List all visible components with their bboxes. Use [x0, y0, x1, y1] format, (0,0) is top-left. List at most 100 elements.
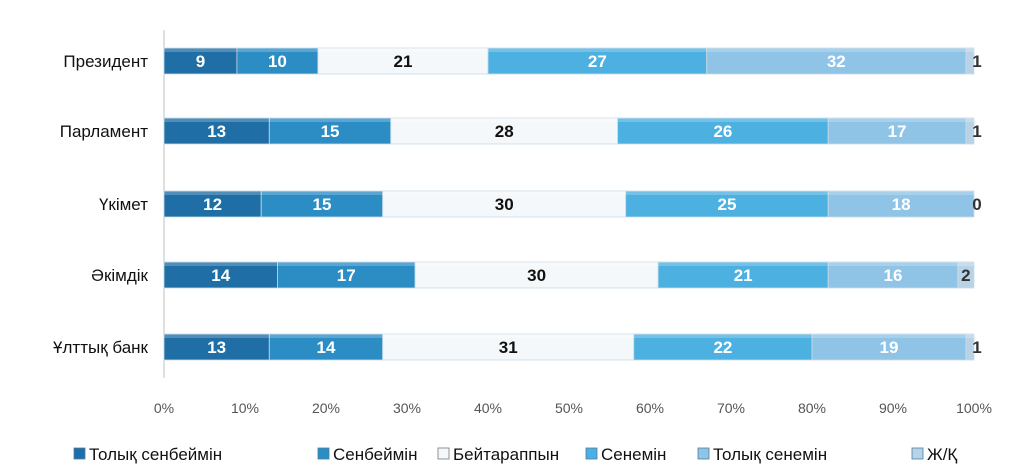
- bar-segment: [625, 190, 829, 218]
- bar-segment: [268, 333, 384, 361]
- bar-segment: [811, 333, 967, 361]
- bar-highlight: [164, 262, 278, 266]
- data-label: 1: [972, 52, 981, 71]
- bar-highlight: [828, 118, 966, 122]
- bar-highlight: [828, 262, 958, 266]
- category-label: Президент: [63, 52, 148, 71]
- bar-highlight: [957, 262, 974, 266]
- x-tick-label: 40%: [474, 400, 502, 416]
- bar-segment: [827, 190, 975, 218]
- bar-highlight: [965, 334, 974, 338]
- legend-swatch: [697, 447, 710, 460]
- bar-segment: [965, 117, 975, 145]
- bar-segment: [827, 261, 959, 289]
- x-tick-label: 0%: [154, 400, 174, 416]
- bar-highlight: [965, 118, 974, 122]
- legend-label: Сенбеймін: [333, 445, 417, 464]
- x-tick-label: 10%: [231, 400, 259, 416]
- bar-highlight: [706, 48, 966, 52]
- data-label: 2: [961, 266, 970, 285]
- bar-segment: [260, 190, 384, 218]
- data-label: 21: [393, 52, 412, 71]
- bar-highlight: [382, 334, 634, 338]
- bar-segment: [163, 261, 278, 289]
- bar-segment: [827, 117, 967, 145]
- bar-highlight: [164, 334, 270, 338]
- x-tick-label: 80%: [798, 400, 826, 416]
- bar-highlight: [658, 262, 829, 266]
- bar-highlight: [382, 191, 626, 195]
- bar-segment: [965, 47, 975, 75]
- x-tick-label: 50%: [555, 400, 583, 416]
- data-label: 13: [207, 338, 226, 357]
- data-label: 32: [827, 52, 846, 71]
- data-label: 15: [312, 195, 331, 214]
- data-label: 30: [527, 266, 546, 285]
- data-label: 14: [317, 338, 336, 357]
- data-label: 26: [713, 122, 732, 141]
- bar-segment: [617, 117, 829, 145]
- data-label: 18: [892, 195, 911, 214]
- bar-highlight: [415, 262, 659, 266]
- x-tick-label: 60%: [636, 400, 664, 416]
- bar-segment: [163, 333, 270, 361]
- x-tick-label: 100%: [956, 400, 992, 416]
- bar-segment: [163, 190, 262, 218]
- category-label: Үкімет: [99, 195, 148, 214]
- legend-swatch: [437, 447, 450, 460]
- bar-segment: [236, 47, 319, 75]
- bar-highlight: [812, 334, 966, 338]
- x-axis-ticks: 0% 10% 20% 30% 40% 50% 60% 70% 80% 90% 100%: [154, 400, 992, 416]
- data-label: 19: [879, 338, 898, 357]
- bar-highlight: [390, 118, 618, 122]
- bar-highlight: [633, 334, 812, 338]
- data-label: 10: [268, 52, 287, 71]
- legend-swatch: [73, 447, 86, 460]
- bar-highlight: [164, 191, 262, 195]
- bar-segment: [390, 117, 618, 145]
- bar-segment: [487, 47, 708, 75]
- data-label: 9: [196, 52, 205, 71]
- legend-label: Толық сенбеймін: [89, 445, 222, 464]
- category-labels: Президент Парламент Үкімет Әкімдік Ұлттық ба…: [53, 52, 149, 357]
- x-tick-label: 90%: [879, 400, 907, 416]
- legend-label: Толық сенемін: [713, 445, 827, 464]
- category-label: Әкімдік: [91, 266, 148, 285]
- bar-highlight: [965, 48, 974, 52]
- bar-segment: [957, 261, 975, 289]
- bar-segment: [382, 333, 635, 361]
- legend-swatch: [585, 447, 598, 460]
- data-label: 27: [588, 52, 607, 71]
- data-label: 31: [499, 338, 518, 357]
- bar-segment: [965, 333, 975, 361]
- bar-highlight: [164, 48, 237, 52]
- legend-swatch: [911, 447, 924, 460]
- legend-swatch: [317, 447, 330, 460]
- bar-highlight: [269, 118, 391, 122]
- data-label: 14: [211, 266, 230, 285]
- data-label: 16: [884, 266, 903, 285]
- bar-highlight: [164, 118, 270, 122]
- bar-highlight: [236, 48, 318, 52]
- x-tick-label: 70%: [717, 400, 745, 416]
- bar-segment: [163, 117, 270, 145]
- bar-segment: [414, 261, 659, 289]
- data-label: 13: [207, 122, 226, 141]
- legend-label: Ж/Қ: [927, 445, 957, 464]
- x-tick-label: 20%: [312, 400, 340, 416]
- x-tick-label: 30%: [393, 400, 421, 416]
- bars-group: 9 10 21 27 32 113 15 28 26 17 112 15 30 25 18 014 17 30 21…: [163, 47, 982, 361]
- bar-highlight: [617, 118, 829, 122]
- data-label: 12: [203, 195, 222, 214]
- data-label: 1: [972, 338, 981, 357]
- data-label: 15: [321, 122, 340, 141]
- category-label: Парламент: [60, 122, 148, 141]
- data-label: 17: [888, 122, 907, 141]
- bar-highlight: [317, 48, 488, 52]
- legend-label: Сенемін: [601, 445, 666, 464]
- data-label: 22: [713, 338, 732, 357]
- data-label: 25: [717, 195, 736, 214]
- bar-highlight: [269, 334, 383, 338]
- data-label: 17: [337, 266, 356, 285]
